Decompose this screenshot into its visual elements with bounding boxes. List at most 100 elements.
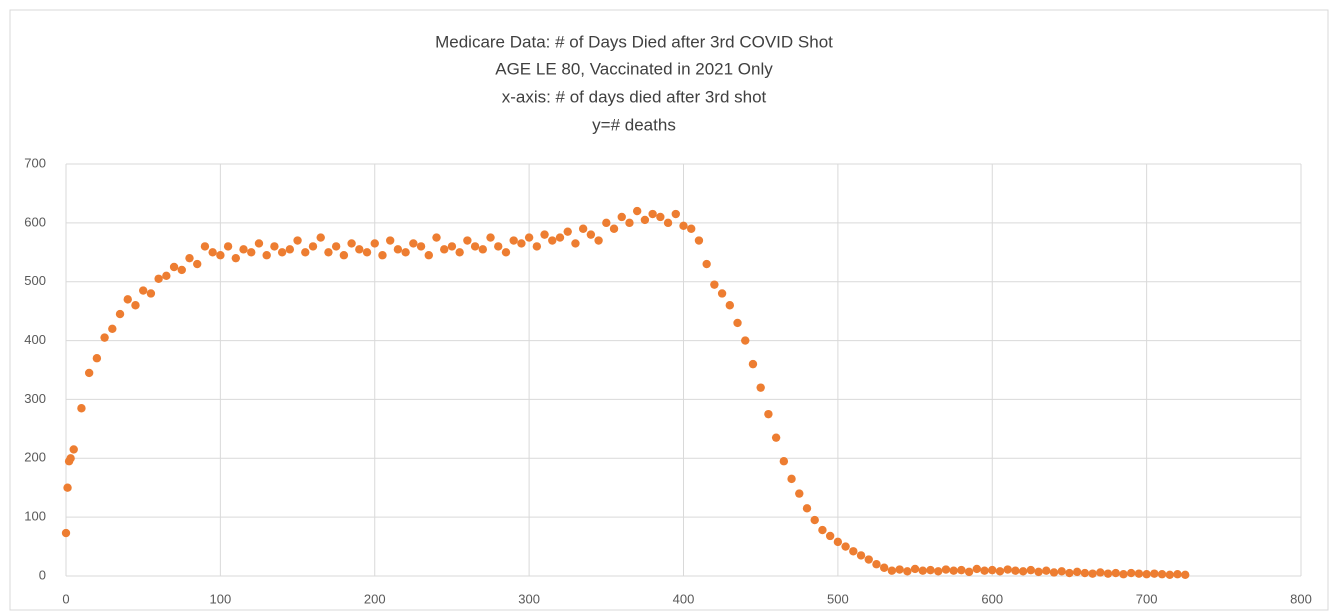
point <box>918 566 927 575</box>
point <box>795 489 804 498</box>
point <box>455 248 464 257</box>
point <box>200 242 210 251</box>
point <box>1080 568 1090 578</box>
y-tick-label: 500 <box>24 273 46 288</box>
point <box>501 248 511 257</box>
point <box>355 245 364 254</box>
point <box>548 236 557 245</box>
point <box>100 333 109 342</box>
point <box>424 251 433 260</box>
point <box>401 248 410 257</box>
point <box>1018 567 1028 576</box>
point <box>293 236 302 245</box>
point <box>725 301 735 310</box>
point <box>239 245 248 254</box>
point <box>331 242 341 251</box>
point <box>347 239 356 248</box>
point <box>470 242 480 251</box>
point <box>632 206 642 216</box>
point <box>687 224 696 233</box>
point <box>656 212 665 222</box>
point <box>185 253 194 263</box>
point <box>1011 566 1020 575</box>
x-tick-label: 300 <box>518 591 540 606</box>
point <box>61 528 71 538</box>
point <box>1057 567 1066 576</box>
point <box>270 242 279 251</box>
point <box>231 253 241 263</box>
chart-subtitle: x-axis: # of days died after 3rd shot <box>502 87 767 106</box>
point <box>964 567 974 577</box>
point <box>84 368 94 378</box>
point <box>663 218 673 228</box>
y-tick-label: 600 <box>24 214 46 229</box>
point <box>370 239 379 248</box>
point <box>988 565 997 575</box>
point <box>362 248 372 257</box>
point <box>671 209 680 219</box>
chart-frame <box>9 9 1329 611</box>
point <box>1072 567 1082 577</box>
point <box>1034 567 1043 577</box>
point <box>586 230 596 239</box>
point <box>1119 570 1128 579</box>
point <box>1049 568 1059 577</box>
point <box>879 563 889 572</box>
point <box>640 215 650 225</box>
point <box>895 565 904 574</box>
point <box>447 242 457 251</box>
point <box>177 265 186 275</box>
point <box>972 564 982 574</box>
point <box>694 236 704 245</box>
point <box>69 445 78 454</box>
point <box>872 560 881 569</box>
point <box>717 289 727 298</box>
point <box>385 236 395 245</box>
point <box>903 567 912 576</box>
x-tick-label: 500 <box>827 591 849 606</box>
point <box>432 233 441 242</box>
point <box>1003 565 1012 574</box>
point <box>864 555 873 564</box>
point <box>1096 568 1105 577</box>
point <box>887 566 897 575</box>
point <box>486 233 495 242</box>
y-tick-label: 100 <box>24 509 46 524</box>
point <box>771 433 781 442</box>
point <box>524 233 534 242</box>
point <box>949 566 958 575</box>
point <box>138 286 148 295</box>
point <box>957 565 966 575</box>
x-tick-label: 700 <box>1136 591 1158 606</box>
point <box>169 262 179 272</box>
point <box>741 336 750 345</box>
y-tick-label: 200 <box>24 450 46 465</box>
point <box>378 251 387 260</box>
point <box>131 301 140 310</box>
point <box>810 515 819 525</box>
point <box>571 239 580 248</box>
point <box>787 474 796 484</box>
point <box>578 224 588 233</box>
point <box>193 259 202 269</box>
point <box>625 218 634 228</box>
point <box>123 295 132 304</box>
point <box>1065 568 1074 578</box>
point <box>802 504 812 513</box>
point <box>393 245 403 254</box>
point <box>416 242 426 251</box>
point <box>509 236 518 245</box>
point <box>216 251 225 260</box>
point <box>702 259 711 269</box>
point <box>223 242 233 251</box>
point <box>648 209 657 219</box>
point <box>1111 568 1120 578</box>
point <box>66 454 75 463</box>
point <box>277 248 287 257</box>
point <box>63 483 72 492</box>
point <box>324 248 333 257</box>
point <box>941 565 951 574</box>
point <box>609 224 619 233</box>
point <box>1165 570 1174 580</box>
